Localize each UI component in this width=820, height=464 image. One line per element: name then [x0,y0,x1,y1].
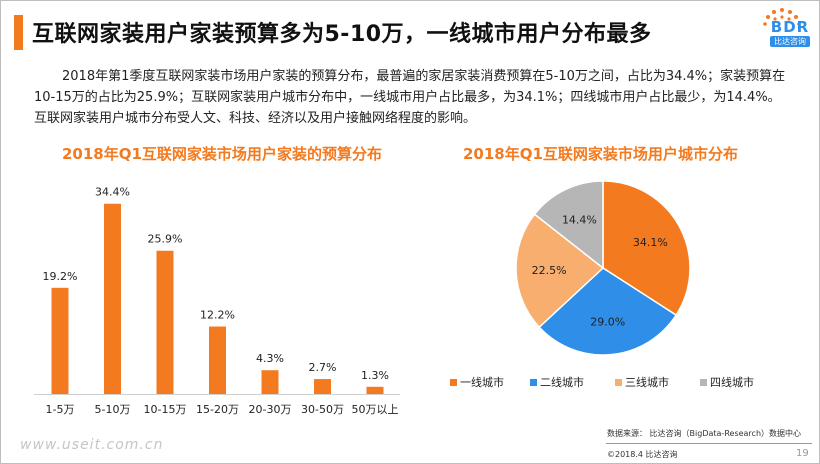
bar-category-label: 5-10万 [95,403,131,416]
watermark: www.useit.com.cn [20,437,164,453]
pie-slice-1 [538,267,678,356]
bar-value-label: 2.7% [309,361,337,374]
bar-value-label: 1.3% [361,369,389,382]
bar-3 [209,326,226,394]
title-accent-bar [14,15,23,50]
copyright: ©2018.4 比达咨询 [607,450,678,459]
pie-slice-2 [515,213,605,329]
bar-1 [104,203,121,394]
summary-text: 2018年第1季度互联网家装市场用户家装的预算分布，最普遍的家居家装消费预算在5… [34,69,786,126]
data-source: 数据来源： 比达咨询（BigData-Research）数据中心 [607,429,802,438]
legend-label: 二线城市 [540,375,584,389]
bdr-logo-dots-icon [763,8,801,26]
bar-value-label: 12.2% [200,309,235,322]
legend-label: 三线城市 [625,375,669,389]
pie-chart-title: 2018年Q1互联网家装市场用户城市分布 [463,145,738,163]
legend-swatch [700,379,707,386]
bar-category-label: 50万以上 [352,403,399,416]
bar-category-label: 10-15万 [144,403,187,416]
bar-value-label: 19.2% [43,270,78,283]
bar-value-label: 25.9% [148,233,183,246]
pie-value-label: 14.4% [562,213,597,226]
bar-6 [366,386,384,394]
bar-category-label: 15-20万 [196,403,239,416]
pie-value-label: 34.1% [633,236,668,249]
budget-bar-chart: 19.2% 1-5万 34.4% 5-10万 25.9% 10-15万 12.2% 15-20… [34,186,400,416]
pie-value-label: 22.5% [532,264,567,277]
bar-category-label: 30-50万 [301,403,344,416]
pie-value-label: 29.0% [590,316,625,329]
pie-legend: 一线城市 二线城市 三线城市 四线城市 [450,375,754,389]
bar-category-label: 1-5万 [46,403,75,416]
bar-5 [314,379,331,394]
bar-0 [51,287,69,394]
page-number: 19 [796,448,809,459]
city-pie-chart: 34.1% 29.0% 22.5% 14.4% [515,180,691,356]
legend-swatch [615,379,622,386]
bar-4 [261,370,279,394]
legend-label: 四线城市 [710,375,754,389]
legend-swatch [450,379,457,386]
logo-subtext: 比达咨询 [770,36,810,47]
footer-divider [606,443,812,444]
logo-text: BDR [770,18,810,36]
bar-value-label: 4.3% [256,352,284,365]
bar-value-label: 34.4% [95,186,130,199]
legend-label: 一线城市 [460,375,504,389]
pie-slice-3 [533,180,604,270]
bar-category-label: 20-30万 [249,403,292,416]
bar-2 [156,250,174,394]
page-title: 互联网家装用户家装预算多为5-10万，一线城市用户分布最多 [32,22,652,47]
bar-chart-title: 2018年Q1互联网家装市场用户家装的预算分布 [62,145,382,163]
legend-swatch [530,379,537,386]
summary-paragraph: 2018年第1季度互联网家装市场用户家装的预算分布，最普遍的家居家装消费预算在5… [34,66,792,129]
